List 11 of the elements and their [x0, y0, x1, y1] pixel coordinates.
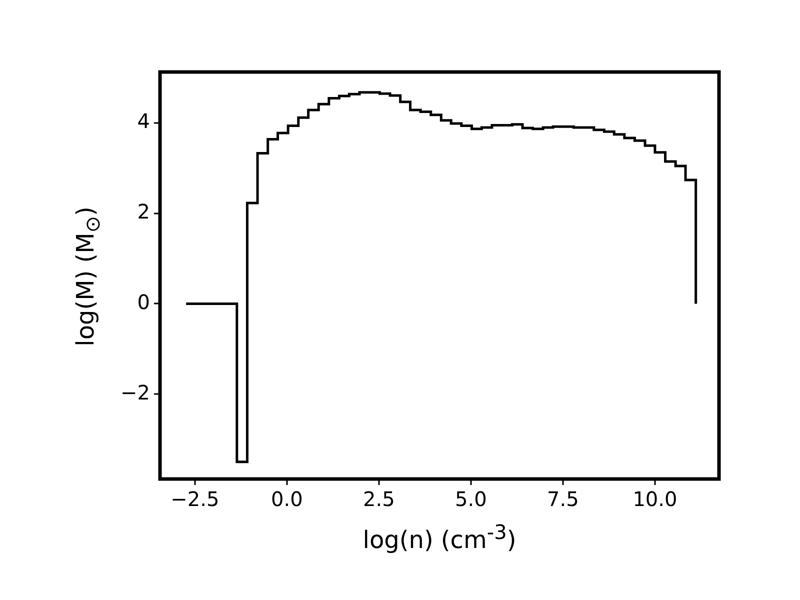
- y-tick-label: 4: [137, 109, 150, 134]
- x-tick-label: −2.5: [170, 487, 220, 512]
- y-tick-label: 0: [137, 290, 150, 314]
- x-tick-label: 5.0: [455, 487, 487, 512]
- x-axis-title: log(n) (cm$^{-3}$): [362, 520, 518, 554]
- x-tick-label: 2.5: [363, 487, 395, 512]
- y-tick-label: −2: [120, 380, 150, 404]
- x-tick-label: 10.0: [632, 487, 678, 512]
- x-tick-label: 0.0: [271, 487, 303, 512]
- y-tick-label: 2: [137, 200, 150, 224]
- x-tick-label: 7.5: [547, 487, 579, 512]
